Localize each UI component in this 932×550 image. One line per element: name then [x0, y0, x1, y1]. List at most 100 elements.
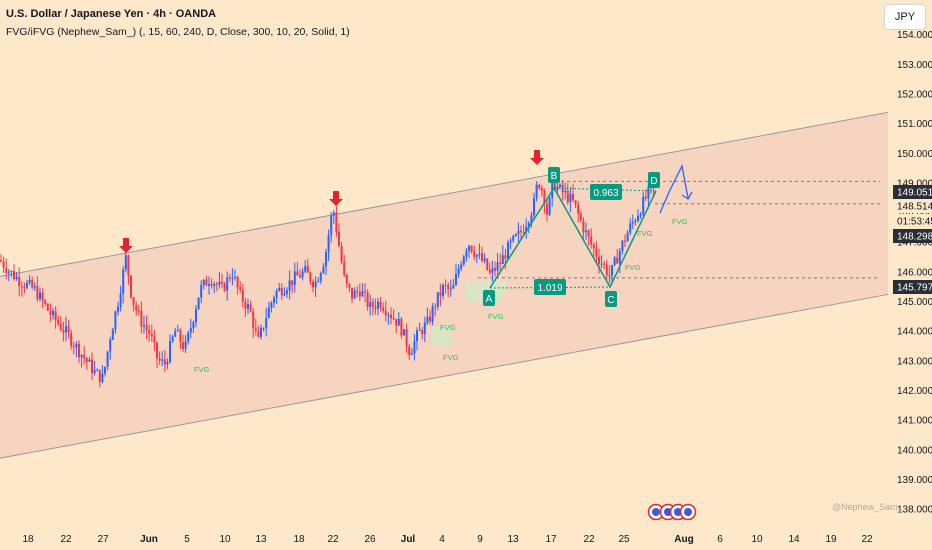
fvg-label: FVG	[625, 263, 641, 272]
candle-body	[249, 304, 252, 312]
candle-body	[291, 280, 294, 285]
candle-body	[101, 373, 104, 382]
candle-body	[215, 284, 218, 286]
x-axis-tick: 6	[717, 534, 723, 545]
candle-body	[408, 346, 411, 355]
indicator-legend[interactable]: FVG/iFVG (Nephew_Sam_) (, 15, 60, 240, D…	[6, 26, 350, 38]
price-label-box	[893, 280, 932, 294]
candle-body	[182, 342, 184, 349]
candle-body	[127, 255, 130, 276]
candle-body	[252, 311, 255, 329]
price-label-box	[893, 185, 932, 199]
candle-body	[78, 343, 80, 358]
candle-body	[114, 311, 117, 330]
candle-body	[132, 297, 135, 306]
channel-upper-line	[0, 111, 889, 277]
candle-body	[223, 283, 226, 291]
candle-body	[384, 310, 387, 316]
candle-body	[15, 276, 18, 279]
candle-body	[429, 316, 431, 322]
y-axis-tick: 144.000	[897, 327, 932, 338]
candle-body	[343, 262, 346, 275]
candle-body	[239, 287, 242, 290]
pattern-point-label: A	[486, 294, 493, 305]
candle-body	[59, 323, 62, 330]
candle-body	[104, 366, 106, 374]
candle-body	[267, 307, 270, 318]
candle-body	[306, 266, 309, 273]
candle-body	[548, 198, 551, 215]
x-axis-tick: 10	[751, 534, 763, 545]
y-axis-tick: 143.000	[897, 356, 932, 367]
x-axis-tick: Aug	[674, 534, 693, 545]
candle-body	[481, 253, 483, 261]
candle-body	[592, 244, 595, 249]
candle-body	[637, 215, 639, 221]
candle-body	[465, 250, 468, 257]
currency-button[interactable]: JPY	[884, 4, 926, 30]
candle-body	[348, 283, 351, 288]
ratio-box	[534, 279, 566, 295]
candle-body	[431, 306, 434, 322]
projection-path	[659, 163, 689, 214]
candle-body	[379, 301, 382, 308]
candle-body	[330, 215, 333, 235]
candle-body	[569, 193, 572, 203]
candle-body	[361, 291, 364, 297]
candle-body	[54, 310, 57, 321]
candle-body	[631, 221, 634, 224]
candle-body	[421, 330, 424, 335]
candle-body	[642, 196, 645, 215]
candle-body	[613, 257, 616, 266]
price-label-text: 148.298	[897, 232, 932, 243]
candle-body	[353, 290, 356, 299]
candle-body	[7, 271, 10, 274]
candle-body	[457, 268, 460, 274]
candle-body	[488, 269, 491, 273]
candle-body	[338, 232, 340, 247]
candle-body	[109, 339, 112, 352]
candle-body	[176, 330, 179, 332]
candle-body	[582, 220, 585, 233]
candle-body	[530, 215, 533, 224]
fvg-zone	[432, 326, 452, 346]
candle-body	[312, 281, 314, 288]
candle-body	[577, 204, 580, 214]
candle-body	[296, 271, 299, 276]
candle-body	[556, 186, 559, 190]
candle-body	[44, 300, 47, 304]
candle-body	[91, 359, 93, 374]
event-flag-core	[684, 508, 692, 516]
candle-body	[314, 281, 317, 288]
x-axis-tick: 14	[788, 534, 800, 545]
candle-body	[52, 310, 54, 316]
x-axis-tick: 9	[477, 534, 483, 545]
candle-body	[265, 317, 268, 328]
candle-body	[616, 257, 619, 264]
fvg-zone	[466, 281, 506, 293]
candle-body	[434, 306, 437, 308]
sell-arrow-icon	[530, 150, 544, 165]
candle-body	[644, 196, 647, 199]
candle-body	[322, 266, 325, 274]
candle-body	[460, 264, 463, 269]
y-axis-tick: 150.000	[897, 149, 932, 160]
candle-body	[605, 264, 608, 276]
y-axis-tick: 152.000	[897, 89, 932, 100]
candle-body	[332, 212, 335, 216]
pattern-point-label: C	[607, 295, 614, 306]
candle-body	[57, 320, 60, 324]
candle-body	[403, 329, 405, 336]
symbol-title[interactable]: U.S. Dollar / Japanese Yen · 4h · OANDA	[6, 8, 217, 20]
author-watermark: @Nephew_Sam_	[832, 502, 903, 512]
candle-body	[533, 198, 535, 216]
candle-body	[585, 230, 587, 233]
candle-body	[647, 186, 650, 199]
candle-body	[535, 184, 538, 199]
candle-body	[49, 310, 52, 316]
candle-body	[507, 242, 509, 259]
candle-body	[600, 263, 603, 265]
candle-body	[345, 274, 348, 284]
candle-body	[611, 265, 613, 276]
